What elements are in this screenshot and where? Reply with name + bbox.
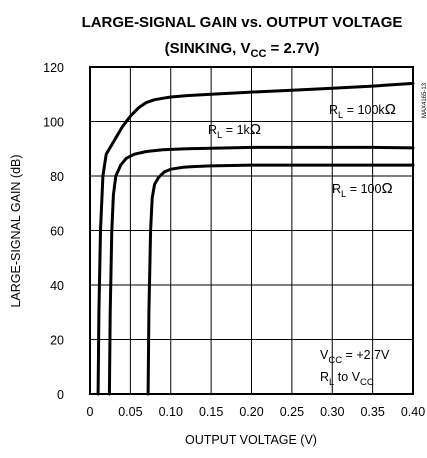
y-axis-label: LARGE-SIGNAL GAIN (dB) (9, 154, 23, 307)
x-axis-label: OUTPUT VOLTAGE (V) (185, 433, 317, 447)
x-tick-label: 0.40 (401, 405, 425, 419)
y-tick-label: 100 (43, 116, 64, 130)
series-label-100k: RL = 100kΩ (329, 101, 396, 121)
x-tick-label: 0 (87, 405, 94, 419)
chart-title: LARGE-SIGNAL GAIN vs. OUTPUT VOLTAGE (82, 14, 403, 31)
condition-rl: RL to VCC (320, 370, 374, 388)
grid (90, 67, 413, 394)
x-tick-label: 0.20 (239, 405, 263, 419)
series-line-0 (96, 81, 415, 396)
x-tick-label: 0.10 (159, 405, 183, 419)
plot-frame (89, 66, 414, 395)
series-lines (96, 81, 415, 396)
x-tick-label: 0.35 (360, 405, 384, 419)
x-tick-label: 0.25 (280, 405, 304, 419)
y-tick-label: 80 (50, 170, 64, 184)
y-tick-label: 20 (50, 334, 64, 348)
x-tick-label: 0.05 (118, 405, 142, 419)
y-tick-label: 40 (50, 279, 64, 293)
series-label-100: RL = 100Ω (332, 180, 393, 200)
series-line-1 (107, 145, 415, 396)
y-tick-label: 60 (50, 225, 64, 239)
x-tick-label: 0.15 (199, 405, 223, 419)
y-tick-label: 0 (57, 388, 64, 402)
series-line-2 (146, 163, 415, 396)
y-tick-label: 120 (43, 61, 64, 75)
y-tick-labels: 0 20 40 60 80 100 120 (43, 61, 64, 402)
x-tick-labels: 0 0.05 0.10 0.15 0.20 0.25 0.30 0.35 0.40 (87, 405, 426, 419)
chart-subtitle: (SINKING, VCC = 2.7V) (165, 40, 320, 60)
condition-vcc: VCC = +2.7V (320, 348, 390, 366)
series-label-1k: RL = 1kΩ (208, 121, 261, 141)
x-tick-label: 0.30 (320, 405, 344, 419)
figure-id: MAX4165-13 (422, 82, 427, 118)
